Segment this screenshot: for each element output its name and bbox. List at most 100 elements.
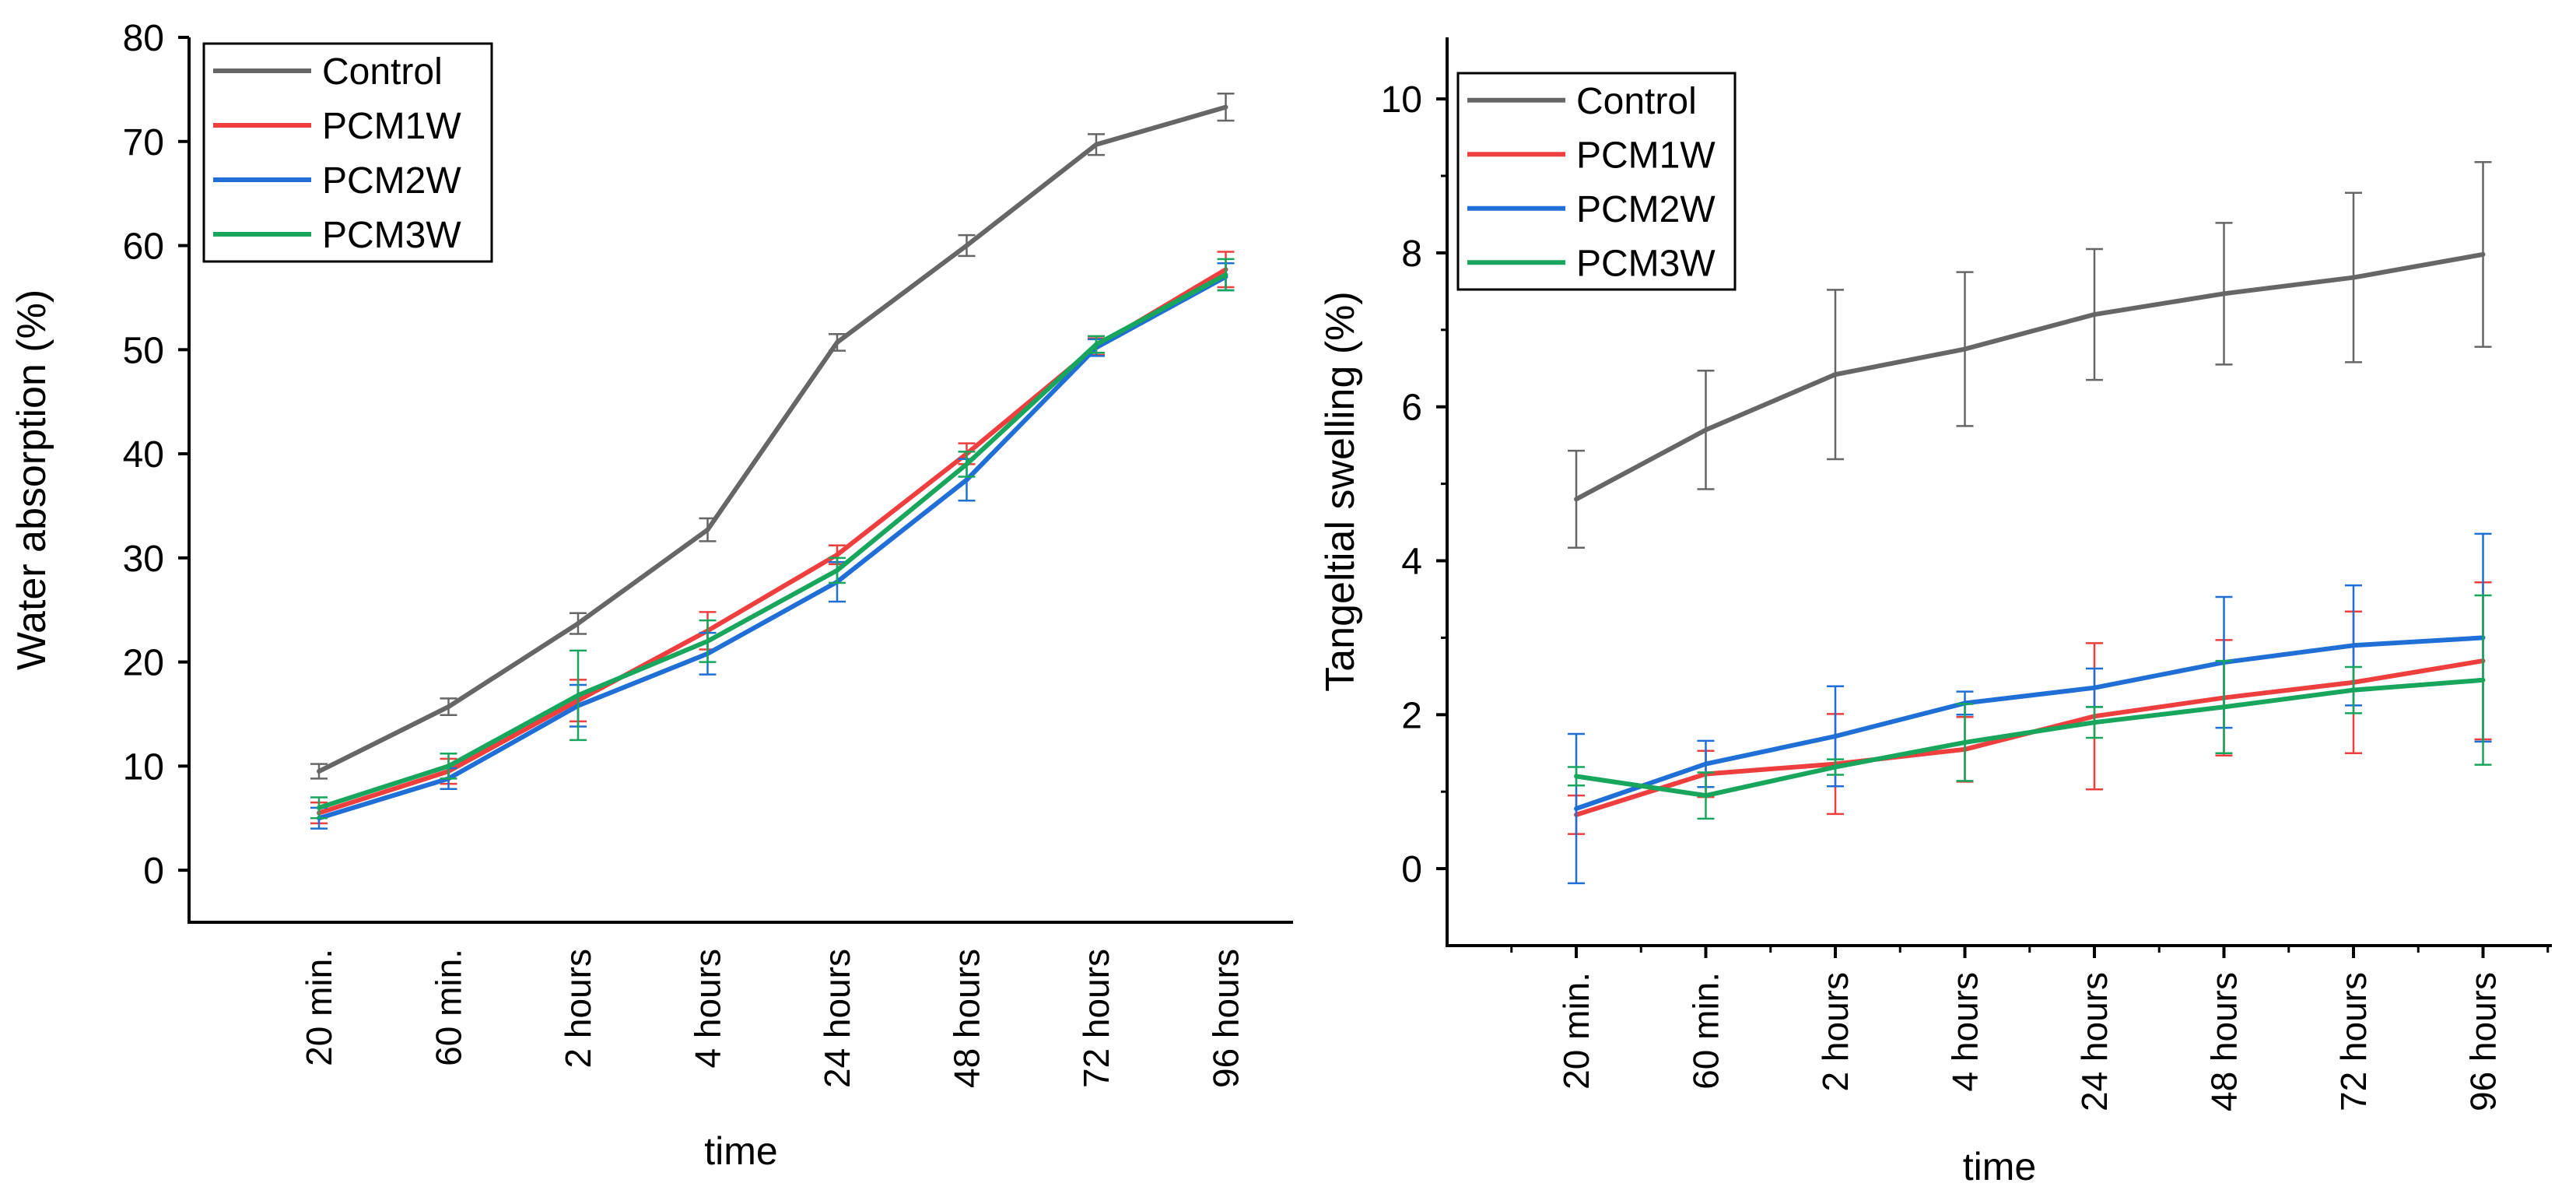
data-point [446,704,451,710]
data-point [2480,677,2486,683]
data-point [2480,251,2486,257]
x-axis-title: time [1963,1145,2036,1188]
x-tick-label: 48 hours [2204,972,2245,1111]
data-point [1574,806,1579,811]
data-point [964,243,969,248]
series-line [318,275,1227,821]
series-line [317,104,1227,774]
y-tick-label: 10 [123,746,164,788]
y-tick-label: 0 [143,851,164,892]
y-tick-label: 6 [1401,388,1422,429]
legend-label: Control [1576,81,1697,122]
data-point [1094,342,1099,347]
legend-label: PCM3W [1576,243,1716,284]
y-tick-label: 8 [1401,233,1422,275]
x-tick-label: 4 hours [688,949,728,1068]
data-point [964,462,969,467]
legend-box [202,42,493,263]
data-point [1833,764,1838,770]
data-point [1223,272,1228,277]
series-control [310,92,1235,780]
data-point [1223,104,1228,110]
y-tick-label: 10 [1381,79,1422,121]
legend-label: PCM2W [1576,189,1716,230]
series-line [1575,635,2483,811]
legend-box [1456,72,1737,291]
y-tick-label: 80 [123,18,164,59]
legend-label: Control [322,51,443,93]
series-line [1575,251,2484,502]
data-point [705,638,710,644]
data-point [446,763,451,769]
legend-label: PCM3W [322,215,461,256]
y-tick-label: 4 [1401,542,1422,583]
y-tick-label: 70 [123,122,164,163]
x-tick-label: 72 hours [2333,972,2374,1111]
series-pcm3w [1568,594,2492,820]
data-point [835,567,839,573]
x-tick-label: 96 hours [1206,949,1246,1088]
data-point [2351,643,2356,648]
data-point [2221,704,2227,710]
water-absorption-chart: 0 10 20 30 40 50 60 70 80 20 min. 60 min. 2 hours 4 … [9,18,1293,1173]
y-tick-label: 50 [123,330,164,371]
x-tick-label: 24 hours [2074,972,2115,1111]
x-tick-label: 2 hours [558,949,598,1068]
data-point [835,339,839,345]
data-point [835,552,839,557]
x-tick-label: 60 min. [1686,972,1726,1090]
x-tick-label: 4 hours [1945,972,1985,1091]
data-point [2092,685,2097,690]
x-tick-label: 2 hours [1815,972,1856,1091]
data-point [576,693,580,698]
data-point [1703,793,1709,799]
data-point [1574,774,1579,779]
x-tick-label: 72 hours [1076,949,1116,1088]
x-tick-label: 24 hours [817,949,857,1088]
x-tick-label: 20 min. [1556,972,1596,1090]
y-tick-label: 40 [123,434,164,476]
x-tick-label: 96 hours [2463,972,2504,1111]
data-point [1574,497,1579,502]
y-axis-title: Water absorption (%) [9,290,54,670]
legend: Control PCM1W PCM2W PCM3W [1456,72,1737,291]
data-point [2351,687,2356,693]
series-line [1575,658,2483,817]
y-tick-label: 2 [1401,695,1422,736]
series-control [1568,160,2492,549]
x-axis-title: time [704,1129,777,1173]
x-tick-label: 60 min. [429,949,469,1066]
series-line [1575,677,2483,799]
y-tick-label: 20 [123,643,164,684]
data-point [1703,761,1709,767]
legend: Control PCM1W PCM2W PCM3W [202,42,493,263]
tangential-swelling-chart: 0 2 4 6 8 10 20 min. 60 min. 2 hours 4 hours 24 ho… [1318,37,2552,1188]
x-tick-label: 20 min. [299,949,339,1066]
data-point [2351,275,2356,280]
y-tick-label: 30 [123,539,164,580]
data-point [1833,372,1838,377]
legend-label: PCM2W [322,160,461,202]
data-point [1962,739,1968,745]
legend-label: PCM1W [1576,135,1716,176]
y-axis-title: Tangeltial swelling (%) [1318,291,1363,691]
data-point [576,621,580,627]
data-point [1833,733,1838,739]
data-point [1962,346,1968,352]
data-point [2092,312,2097,318]
y-tick-label: 0 [1401,849,1422,890]
data-point [1094,142,1099,147]
data-point [964,477,969,483]
data-point [2092,720,2097,725]
y-tick-label: 60 [123,226,164,268]
series-pcm3w [310,258,1235,820]
data-point [2221,291,2227,297]
data-point [317,805,321,810]
series-line [318,272,1227,810]
legend-label: PCM1W [322,106,461,147]
data-point [705,527,710,532]
data-point [1703,427,1709,433]
data-point [317,769,321,774]
